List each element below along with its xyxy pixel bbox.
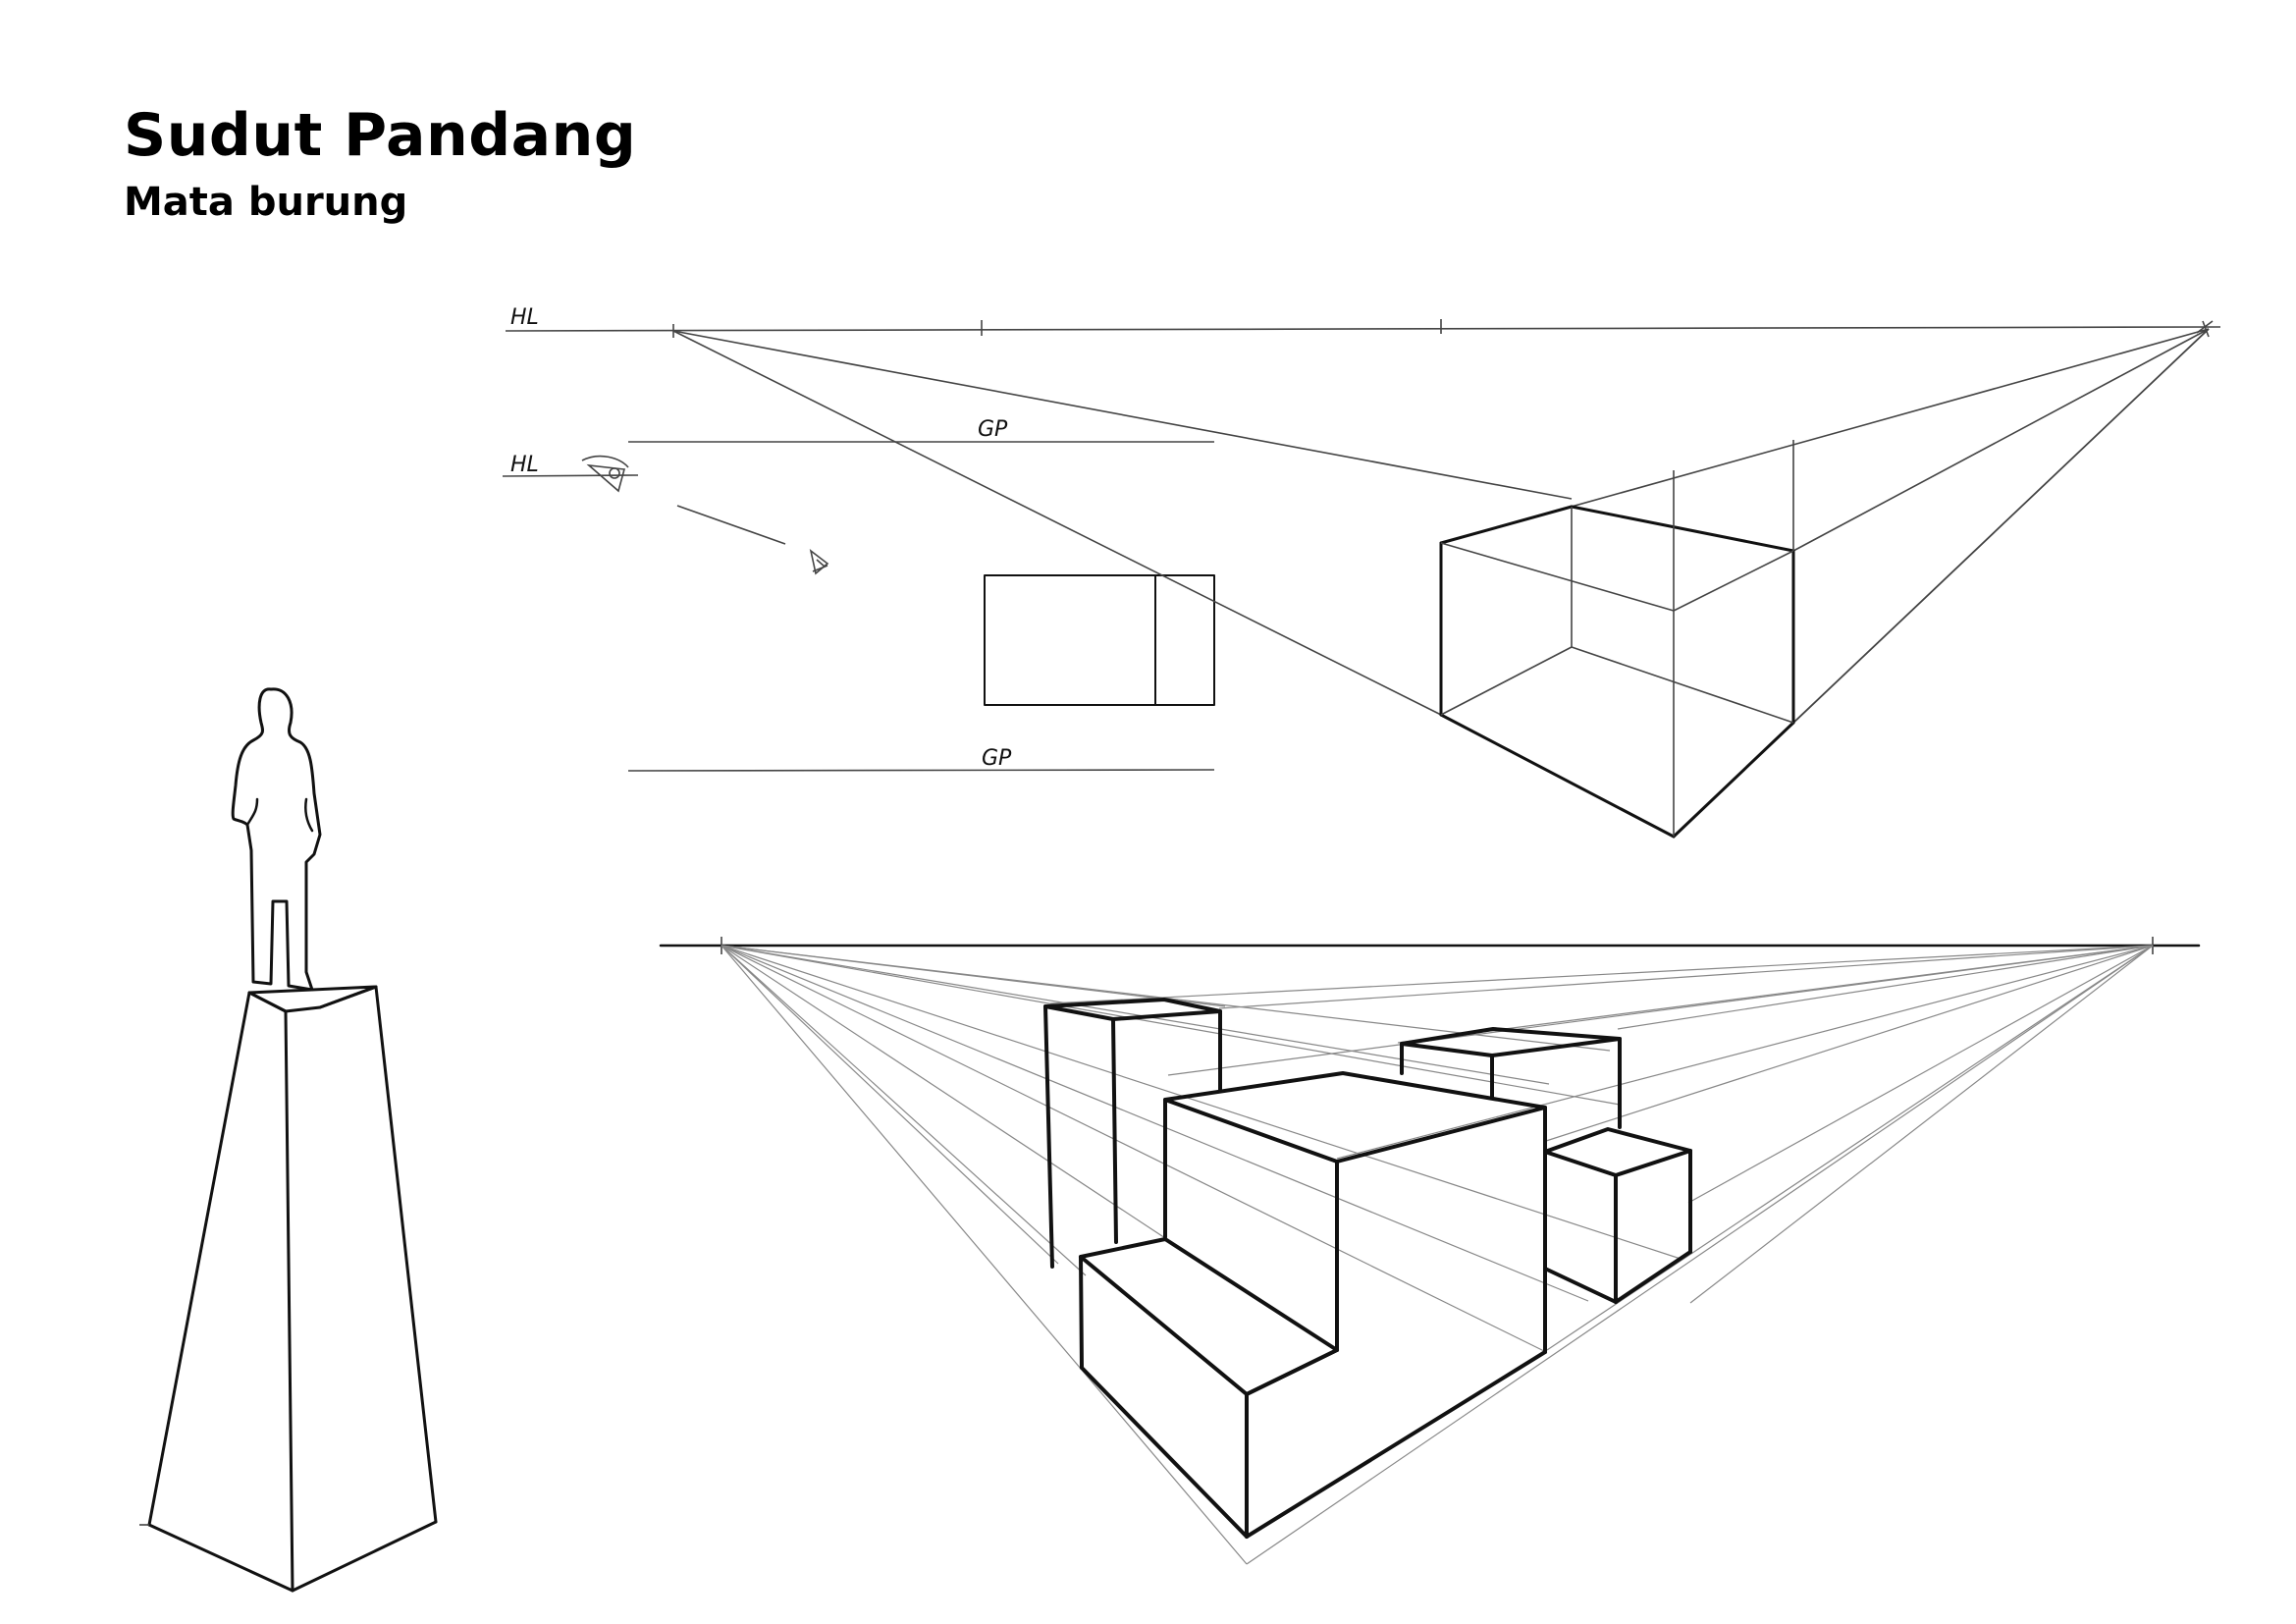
label-gp-bottom: GP bbox=[982, 746, 1012, 771]
label-gp-top: GP bbox=[978, 417, 1008, 442]
front-step-box bbox=[1079, 1237, 1547, 1539]
eye-icon bbox=[581, 455, 629, 493]
right-small-box bbox=[1543, 1127, 1692, 1304]
tall-back-box bbox=[1043, 998, 1222, 1269]
page-subtitle: Mata burung bbox=[124, 180, 408, 225]
label-hl-side: HL bbox=[510, 453, 539, 477]
horizon-line-side bbox=[502, 474, 639, 477]
ground-plane-bottom bbox=[627, 769, 1215, 772]
side-view-box bbox=[984, 574, 1215, 706]
top-perspective-diagram: HL GP HL GP bbox=[502, 305, 2221, 839]
label-hl-top: HL bbox=[510, 305, 539, 330]
person-silhouette bbox=[231, 687, 322, 992]
page-title: Sudut Pandang bbox=[124, 101, 637, 170]
pedestal-figure-illustration bbox=[139, 687, 438, 1593]
arrow-down-right-icon bbox=[809, 549, 829, 575]
stacked-boxes bbox=[1043, 998, 1692, 1539]
perspective-box bbox=[1439, 440, 1795, 839]
horizon-line-top bbox=[505, 326, 2221, 332]
guide-lines-left bbox=[721, 945, 1682, 1565]
view-direction-line bbox=[676, 505, 786, 545]
bottom-perspective-diagram bbox=[659, 937, 2201, 1565]
pedestal bbox=[139, 985, 438, 1593]
back-right-box bbox=[1400, 1027, 1622, 1129]
middle-box bbox=[1163, 1071, 1547, 1396]
